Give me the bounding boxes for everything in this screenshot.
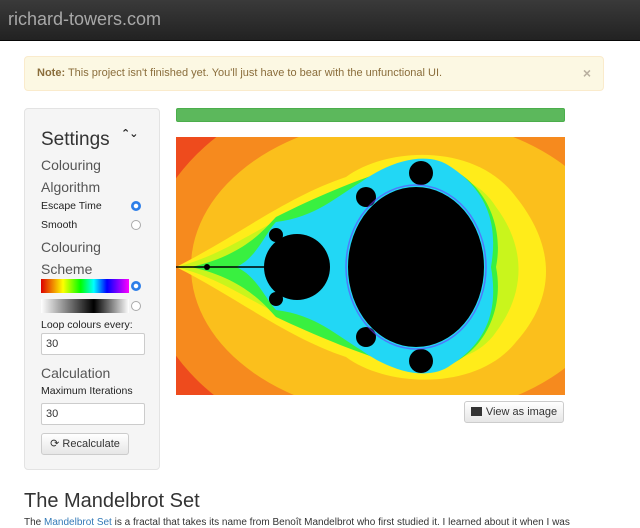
scheme-radio-rainbow[interactable] [131,281,141,291]
alert-text: This project isn't finished yet. You'll … [65,67,442,79]
view-as-image-button[interactable]: View as image [464,401,564,423]
calculation-heading: Calculation [41,365,110,381]
colouring-algorithm-heading-2: Algorithm [41,179,100,195]
render-progress-bar [176,108,565,122]
rainbow-scheme-swatch[interactable] [41,279,129,293]
picture-icon [471,407,482,416]
algorithm-label-escape-time: Escape Time [41,200,102,212]
navbar: richard-towers.com [0,0,640,41]
recalculate-label: Recalculate [62,438,119,450]
site-brand-link[interactable]: richard-towers.com [8,9,161,30]
mandelbrot-canvas[interactable] [176,137,565,395]
alert-strong: Note: [37,67,65,79]
colouring-algorithm-heading: Colouring [41,157,101,173]
article-heading: The Mandelbrot Set [24,490,200,513]
warning-alert: Note: This project isn't finished yet. Y… [24,56,604,91]
loop-colours-input[interactable] [41,333,145,355]
scheme-radio-grayscale[interactable] [131,301,141,311]
grayscale-scheme-swatch[interactable] [41,299,129,313]
algorithm-radio-escape-time[interactable] [131,201,141,211]
max-iterations-label: Maximum Iterations [41,385,133,397]
close-icon[interactable]: × [583,57,591,90]
view-as-image-label: View as image [486,406,557,418]
colouring-scheme-heading-2: Scheme [41,261,92,277]
max-iterations-input[interactable] [41,403,145,425]
settings-panel: Settings ⌃⌄ Colouring Algorithm Escape T… [24,108,160,470]
loop-colours-label: Loop colours every: [41,319,133,331]
chevron-up-down-icon[interactable]: ⌃⌄ [121,127,137,140]
algorithm-radio-smooth[interactable] [131,220,141,230]
refresh-icon: ⟳ [50,438,59,450]
colouring-scheme-heading: Colouring [41,239,101,255]
settings-title: Settings [41,129,110,151]
algorithm-label-smooth: Smooth [41,219,77,231]
recalculate-button[interactable]: ⟳ Recalculate [41,433,129,455]
